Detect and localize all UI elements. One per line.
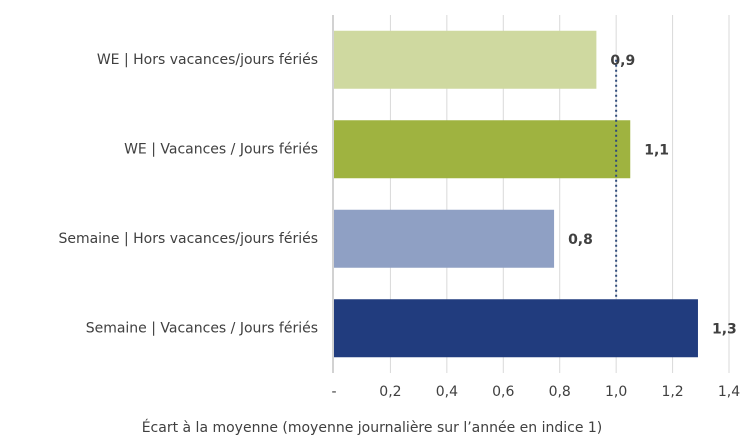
bar xyxy=(334,299,698,358)
x-tick-label: 1,2 xyxy=(661,384,683,400)
value-label: 1,1 xyxy=(644,142,669,158)
value-label: 1,3 xyxy=(712,321,737,337)
bar xyxy=(334,30,597,89)
y-tick-label: WE | Hors vacances/jours fériés xyxy=(97,52,318,68)
value-label: 0,9 xyxy=(610,53,635,69)
y-tick-label: Semaine | Vacances / Jours fériés xyxy=(86,320,318,336)
y-tick-label: WE | Vacances / Jours fériés xyxy=(124,141,318,157)
x-tick-label: 1,4 xyxy=(718,384,740,400)
x-tick-label: 0,6 xyxy=(492,384,514,400)
bar xyxy=(334,209,555,268)
x-tick-label: 0,8 xyxy=(549,384,571,400)
x-tick-label: - xyxy=(331,384,336,400)
y-tick-label: Semaine | Hors vacances/jours fériés xyxy=(58,231,318,247)
x-axis-label: Écart à la moyenne (moyenne journalière … xyxy=(142,419,603,436)
x-tick-label: 1,0 xyxy=(605,384,627,400)
x-tick-label: 0,2 xyxy=(379,384,401,400)
value-label: 0,8 xyxy=(568,232,593,248)
bar xyxy=(334,120,631,179)
x-tick-label: 0,4 xyxy=(436,384,458,400)
